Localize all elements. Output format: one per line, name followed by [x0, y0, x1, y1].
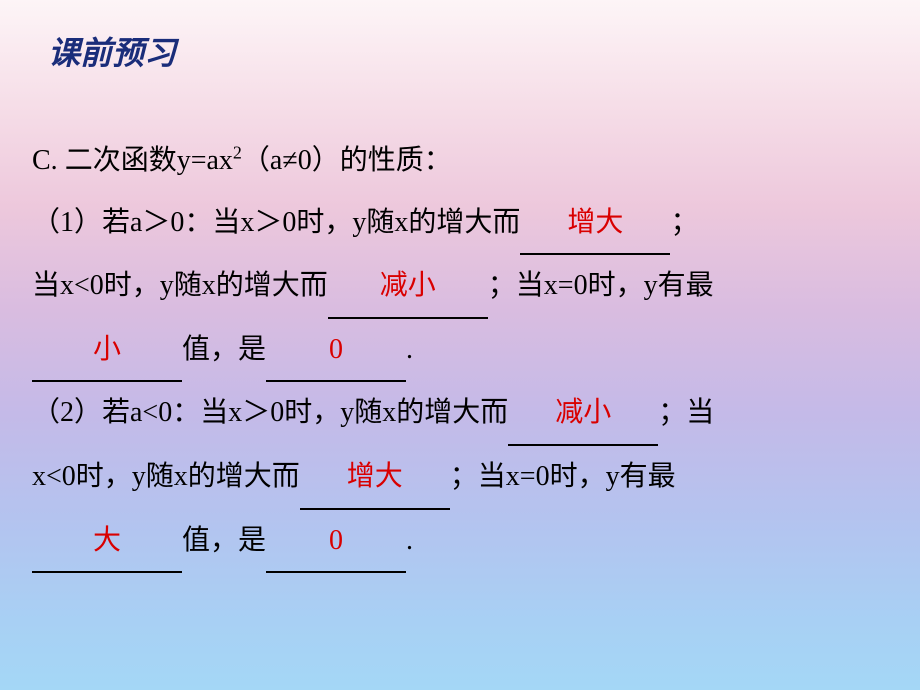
fill-case2-4: 0 [329, 525, 343, 556]
fill-case1-2: 减小 [380, 270, 436, 301]
blank-case2-3: 大 [32, 510, 182, 574]
case2-line2-start: x<0时，y随x的增大而 [32, 461, 300, 492]
case1-line3: 小 值，是 0. [32, 319, 888, 383]
fill-case1-3: 小 [93, 334, 121, 365]
heading-text-1: 二次函数y=ax [65, 145, 233, 176]
fill-case1-1: 增大 [567, 207, 623, 238]
blank-case2-2: 增大 [300, 446, 450, 510]
case2-line3: 大 值，是 0. [32, 510, 888, 574]
case2-after3: 值，是 [182, 525, 266, 556]
blank-case1-4: 0 [266, 319, 406, 383]
heading-line: C. 二次函数y=ax2（a≠0）的性质： [32, 130, 888, 192]
case1-after3: 值，是 [182, 334, 266, 365]
heading-text-2: （a≠0）的性质： [242, 145, 452, 176]
heading-letter: C. [32, 145, 58, 176]
superscript: 2 [233, 143, 242, 163]
blank-case2-4: 0 [266, 510, 406, 574]
fill-case2-1: 减小 [555, 397, 611, 428]
case1-after2: ；当x=0时，y有最 [488, 270, 714, 301]
content-block: C. 二次函数y=ax2（a≠0）的性质： （1）若a＞0：当x＞0时，y随x的… [32, 130, 888, 573]
case1-after4: . [406, 334, 413, 365]
blank-case1-2: 减小 [328, 255, 488, 319]
case1-prefix: （1）若a＞0：当x＞0时，y随x的增大而 [32, 207, 520, 238]
case2-line1: （2）若a<0：当x＞0时，y随x的增大而 减小 ；当 [32, 382, 888, 446]
case2-after2: ；当x=0时，y有最 [450, 461, 676, 492]
fill-case2-3: 大 [93, 525, 121, 556]
case1-line2-start: 当x<0时，y随x的增大而 [32, 270, 328, 301]
case2-prefix: （2）若a<0：当x＞0时，y随x的增大而 [32, 397, 508, 428]
page-title: 课前预习 [48, 28, 176, 74]
fill-case2-2: 增大 [347, 461, 403, 492]
case2-after4: . [406, 525, 413, 556]
blank-case2-1: 减小 [508, 382, 658, 446]
blank-case1-1: 增大 [520, 192, 670, 256]
case1-after1: ； [670, 207, 698, 238]
fill-case1-4: 0 [329, 334, 343, 365]
case1-line2: 当x<0时，y随x的增大而 减小 ；当x=0时，y有最 [32, 255, 888, 319]
case1-line1: （1）若a＞0：当x＞0时，y随x的增大而 增大 ； [32, 192, 888, 256]
case2-line2: x<0时，y随x的增大而 增大 ；当x=0时，y有最 [32, 446, 888, 510]
case2-after1: ；当 [658, 397, 714, 428]
blank-case1-3: 小 [32, 319, 182, 383]
